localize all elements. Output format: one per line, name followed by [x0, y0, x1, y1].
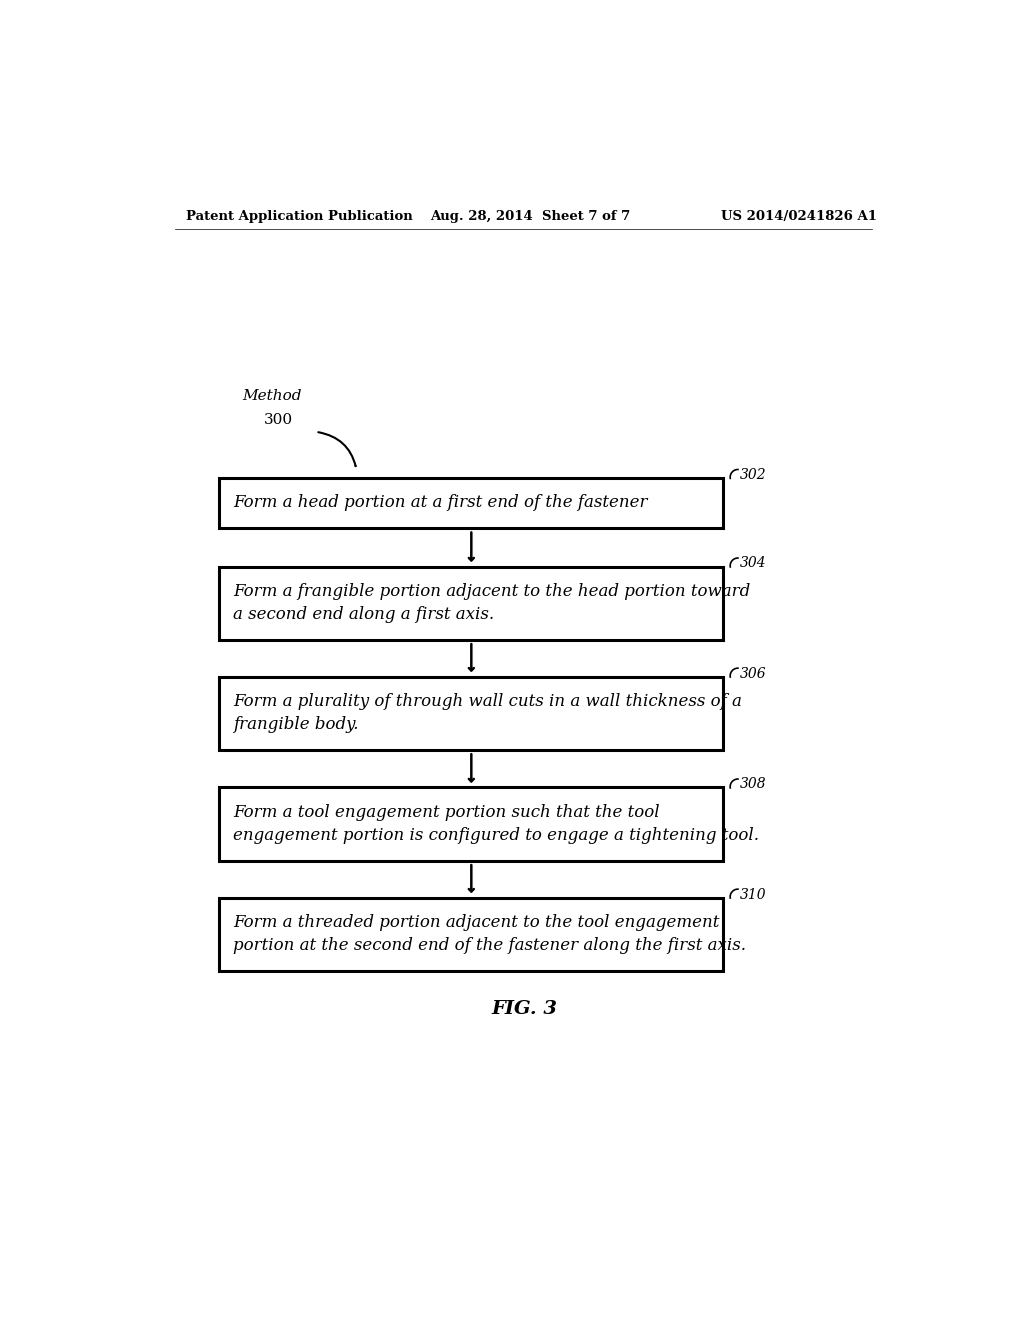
Text: 306: 306 — [740, 667, 767, 681]
Text: 310: 310 — [740, 887, 767, 902]
Text: Form a frangible portion adjacent to the head portion toward
a second end along : Form a frangible portion adjacent to the… — [233, 583, 751, 623]
Text: 302: 302 — [740, 467, 767, 482]
Text: FIG. 3: FIG. 3 — [492, 1001, 558, 1018]
Text: 304: 304 — [740, 557, 767, 570]
Bar — [219, 566, 723, 640]
Bar — [219, 677, 723, 750]
Bar — [219, 478, 723, 528]
FancyArrowPatch shape — [318, 432, 355, 466]
Text: 308: 308 — [740, 777, 767, 792]
Bar — [219, 788, 723, 861]
Text: Form a tool engagement portion such that the tool
engagement portion is configur: Form a tool engagement portion such that… — [233, 804, 760, 845]
Text: Patent Application Publication: Patent Application Publication — [186, 210, 413, 223]
Text: Aug. 28, 2014  Sheet 7 of 7: Aug. 28, 2014 Sheet 7 of 7 — [430, 210, 631, 223]
Text: 300: 300 — [263, 413, 293, 428]
Text: Form a head portion at a first end of the fastener: Form a head portion at a first end of th… — [233, 495, 648, 511]
Text: US 2014/0241826 A1: US 2014/0241826 A1 — [721, 210, 877, 223]
Text: Form a plurality of through wall cuts in a wall thickness of a
frangible body.: Form a plurality of through wall cuts in… — [233, 693, 742, 734]
Bar — [219, 898, 723, 970]
Text: Form a threaded portion adjacent to the tool engagement
portion at the second en: Form a threaded portion adjacent to the … — [233, 913, 746, 954]
Text: Method: Method — [243, 388, 302, 403]
